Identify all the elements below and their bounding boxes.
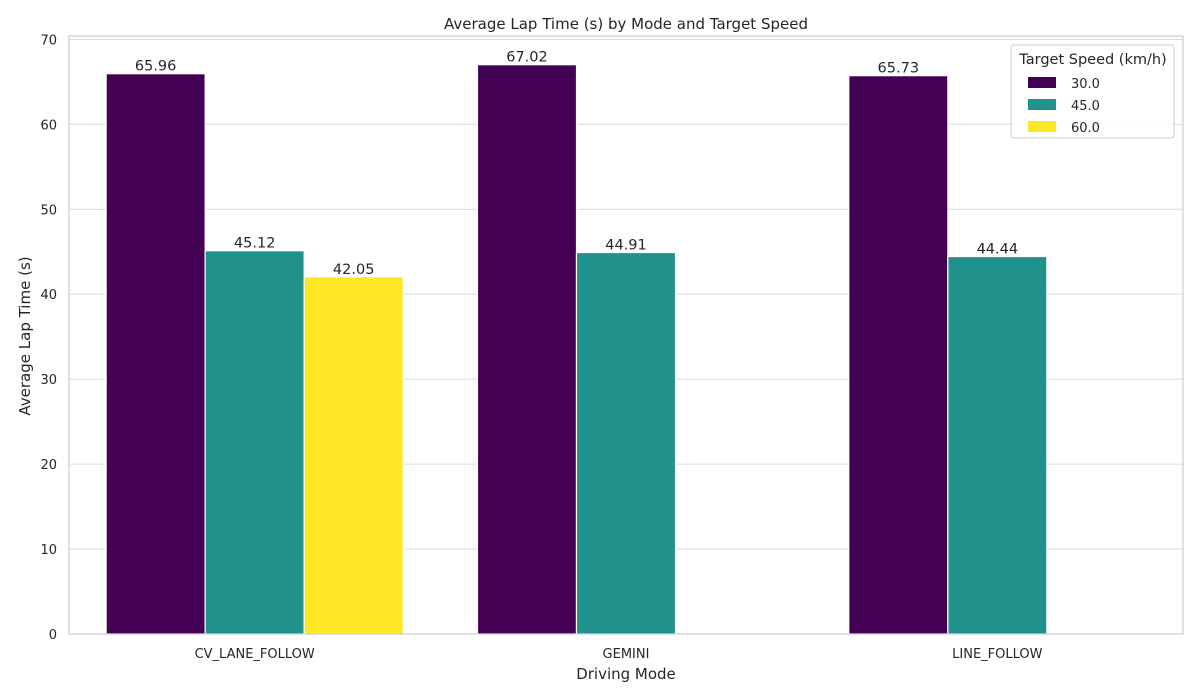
y-tick-label: 40 — [40, 288, 57, 303]
bar-value-label: 44.44 — [977, 242, 1019, 258]
legend-title: Target Speed (km/h) — [1018, 52, 1166, 68]
legend-entry-label: 45.0 — [1071, 99, 1100, 114]
y-tick-label: 20 — [40, 458, 57, 473]
x-tick-label: GEMINI — [603, 647, 650, 662]
legend-entry-label: 60.0 — [1071, 121, 1100, 136]
legend-box — [1010, 44, 1175, 139]
bar-line-follow-30-0 — [848, 75, 949, 635]
plot-frame — [68, 35, 1184, 635]
legend-swatch — [1028, 77, 1056, 88]
bar-value-label: 42.05 — [333, 262, 375, 278]
bar-gemini-30-0 — [476, 64, 578, 635]
chart-title: Average Lap Time (s) by Mode and Target … — [444, 15, 808, 33]
bar-cv-lane-follow-60-0 — [303, 276, 404, 635]
y-tick-label: 30 — [40, 373, 57, 388]
x-tick-label: CV_LANE_FOLLOW — [195, 647, 315, 662]
value-labels: 65.96 45.12 42.05 67.02 44.91 65.73 44.44 — [135, 50, 1018, 278]
y-tick-label: 10 — [40, 543, 57, 558]
bar-value-label: 67.02 — [506, 50, 548, 66]
y-tick-label: 0 — [49, 628, 57, 643]
x-tick-label: LINE_FOLLOW — [952, 647, 1042, 662]
bars — [105, 64, 1048, 635]
y-tick-label: 60 — [40, 118, 57, 133]
legend-entry-label: 30.0 — [1071, 77, 1100, 92]
y-tick-labels: 0 10 20 30 40 50 60 70 — [40, 33, 57, 643]
bar-cv-lane-follow-30-0 — [105, 73, 206, 635]
bar-value-label: 65.96 — [135, 59, 177, 75]
legend-swatch — [1028, 99, 1056, 110]
legend-swatch — [1028, 121, 1056, 132]
bar-line-follow-45-0 — [947, 255, 1048, 635]
y-axis-label: Average Lap Time (s) — [16, 256, 34, 415]
bar-gemini-45-0 — [575, 251, 677, 635]
y-tick-label: 70 — [40, 33, 57, 48]
y-tick-label: 50 — [40, 203, 57, 218]
bar-value-label: 45.12 — [234, 236, 276, 252]
x-axis-label: Driving Mode — [576, 665, 676, 683]
bar-value-label: 44.91 — [605, 238, 647, 254]
bar-cv-lane-follow-45-0 — [204, 250, 305, 635]
x-tick-labels: CV_LANE_FOLLOW GEMINI LINE_FOLLOW — [195, 647, 1043, 662]
bar-value-label: 65.73 — [878, 61, 920, 77]
legend: Target Speed (km/h) 30.0 45.0 60.0 — [1010, 44, 1175, 139]
